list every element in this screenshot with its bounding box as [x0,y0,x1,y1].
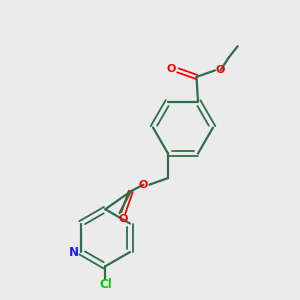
Text: O: O [118,214,128,224]
Text: O: O [139,180,148,190]
Text: O: O [216,65,225,75]
Text: O: O [167,64,176,74]
Text: N: N [69,245,79,259]
Text: Cl: Cl [99,278,112,291]
